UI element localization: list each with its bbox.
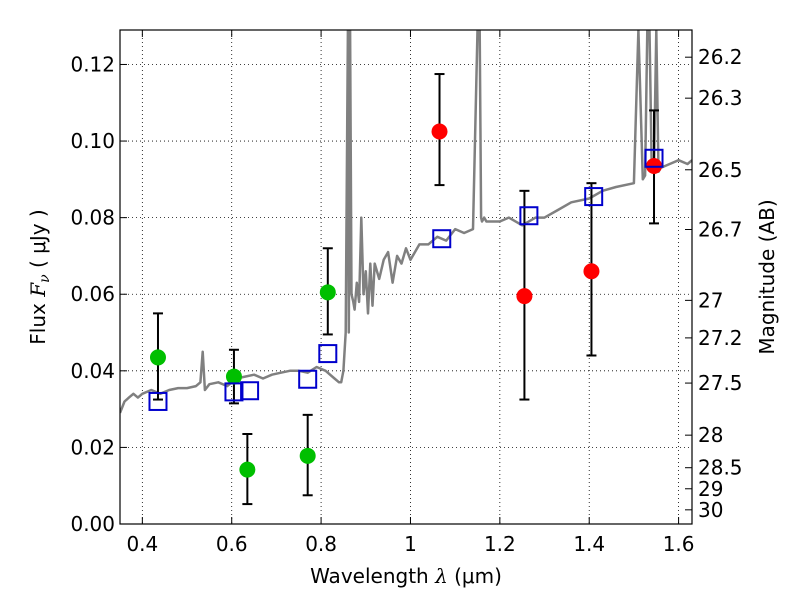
y2-tick-label: 27.2 <box>698 326 743 350</box>
y-tick-label: 0.02 <box>70 435 115 459</box>
y2-tick-label: 28.5 <box>698 456 743 480</box>
data-point <box>239 461 256 478</box>
y2-tick-label: 26.2 <box>698 45 743 69</box>
model-point <box>148 391 168 411</box>
ticks: 0.4 0.6 0.8 1 1.2 1.4 1.6 0.00 0.02 0.04 0.06 0.08 0… <box>70 30 743 556</box>
plot-background <box>120 30 692 524</box>
plot-frame <box>119 29 693 525</box>
y2-tick-label: 30 <box>698 498 723 522</box>
model-point <box>298 369 318 389</box>
x-tick-label: 1.4 <box>573 532 605 556</box>
y2-tick-label: 26.3 <box>698 86 743 110</box>
y-axis-label-prefix: Flux <box>26 297 50 345</box>
plot-area <box>120 30 692 414</box>
x-tick-label: 1.2 <box>484 532 516 556</box>
model-point <box>318 344 338 364</box>
x-axis-label-symbol: λ <box>434 564 448 588</box>
x-tick-label: 0.6 <box>216 532 248 556</box>
y-tick-label: 0.00 <box>70 512 115 536</box>
x-tick-label: 1.6 <box>663 532 695 556</box>
model-point <box>519 206 539 226</box>
y2-tick-label: 29 <box>698 477 723 501</box>
y-tick-label: 0.04 <box>70 359 115 383</box>
data-point <box>431 123 448 140</box>
y2-tick-label: 26.5 <box>698 158 743 182</box>
data-point <box>583 263 600 280</box>
data-point <box>225 368 242 385</box>
x-axis-label: Wavelength λ (μm) <box>310 564 502 588</box>
y-tick-label: 0.12 <box>70 52 115 76</box>
y2-tick-label: 26.7 <box>698 218 743 242</box>
x-tick-label: 0.4 <box>126 532 158 556</box>
y-tick-label: 0.08 <box>70 206 115 230</box>
model-point <box>224 382 244 402</box>
y-axis-label-unit: ( μJy ) <box>26 209 50 274</box>
x-tick-label: 1 <box>404 532 417 556</box>
x-axis-label-prefix: Wavelength <box>310 564 435 588</box>
data-point <box>516 288 533 305</box>
y-axis-label-symbol: F <box>26 282 50 298</box>
x-axis-label-unit: (μm) <box>448 564 502 588</box>
y2-axis-label: Magnitude (AB) <box>755 199 779 354</box>
y2-tick-label: 28 <box>698 423 723 447</box>
markers <box>148 73 664 506</box>
y-axis-label-sub: ν <box>37 274 53 283</box>
model-point <box>644 148 664 168</box>
y-axis-label: Flux Fν ( μJy ) <box>26 209 53 344</box>
model-point <box>432 229 452 249</box>
model-point <box>240 381 260 401</box>
x-tick-label: 0.8 <box>305 532 337 556</box>
y-tick-label: 0.10 <box>70 129 115 153</box>
data-point <box>319 284 336 301</box>
y-tick-label: 0.06 <box>70 282 115 306</box>
y2-tick-label: 27 <box>698 288 723 312</box>
model-point <box>584 187 604 207</box>
model-spectrum-line <box>120 30 692 414</box>
data-point <box>149 349 166 366</box>
y2-tick-label: 27.5 <box>698 371 743 395</box>
data-point <box>299 447 316 464</box>
